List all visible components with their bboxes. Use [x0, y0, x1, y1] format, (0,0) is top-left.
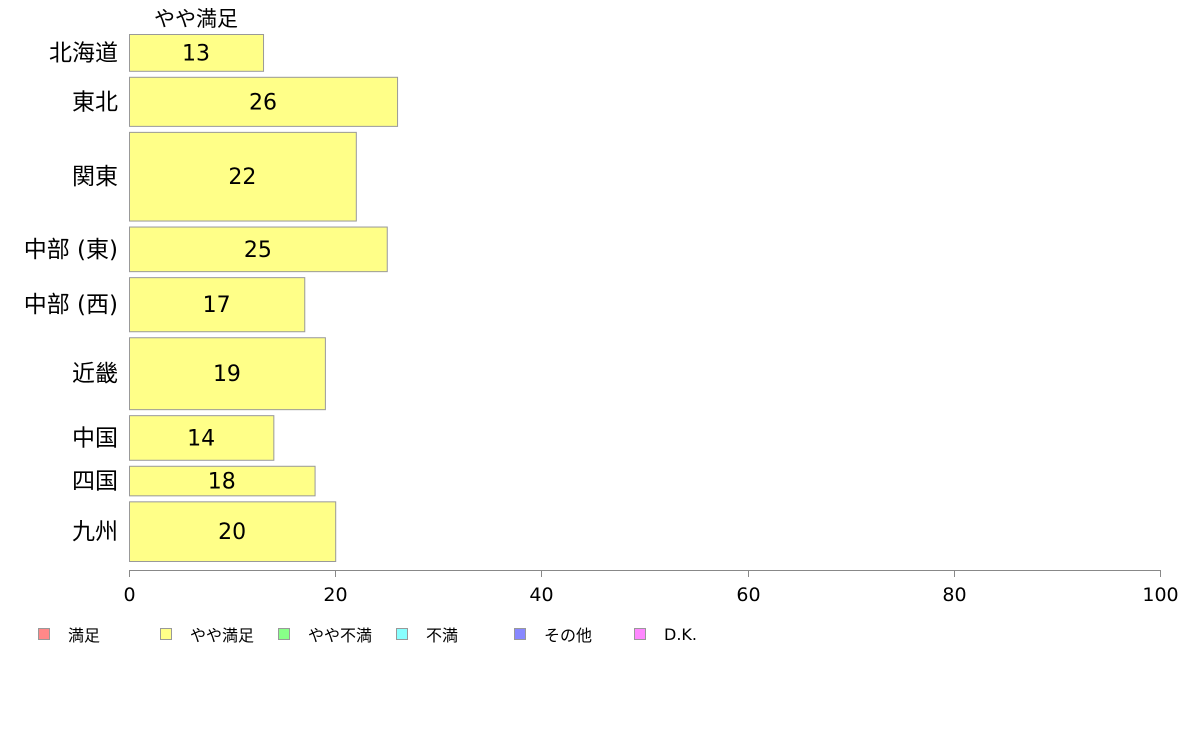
legend-item-manzoku: 満足 — [38, 624, 101, 645]
category-label: 中部 (東) — [24, 237, 118, 263]
legend-item-sonota: その他 — [514, 624, 593, 645]
legend-label: 満足 — [68, 626, 101, 645]
x-axis: 0 20 40 60 80 100 — [123, 570, 1179, 606]
x-tick-label: 40 — [529, 584, 553, 606]
bar-value-label: 17 — [203, 293, 231, 318]
legend-swatch — [160, 628, 172, 640]
legend-swatch — [634, 628, 646, 640]
x-tick-label: 0 — [123, 584, 135, 606]
legend-item-dk: D.K. — [634, 624, 697, 644]
bar-value-label: 13 — [182, 41, 210, 66]
category-label: 東北 — [72, 89, 118, 115]
bar — [129, 131, 357, 222]
legend-label: やや満足 — [190, 626, 255, 645]
bar — [129, 34, 265, 72]
x-tick-label: 20 — [323, 584, 347, 606]
legend-item-fuman: 不満 — [396, 624, 459, 645]
category-label: 中国 — [72, 425, 118, 451]
value-labels: 13 26 22 25 17 19 14 18 20 — [182, 41, 277, 545]
legend-label: 不満 — [426, 626, 459, 645]
bar-value-label: 22 — [228, 165, 256, 190]
bar — [129, 337, 326, 411]
legend-label: やや不満 — [308, 626, 373, 645]
legend-swatch — [396, 628, 408, 640]
legend-swatch — [278, 628, 290, 640]
category-label: 中部 (西) — [24, 292, 118, 318]
category-label: 近畿 — [72, 361, 118, 387]
bar-value-label: 14 — [187, 426, 215, 451]
bar — [129, 226, 388, 273]
x-tick-label: 100 — [1142, 584, 1178, 606]
legend-swatch — [38, 628, 50, 640]
bar-value-label: 25 — [244, 238, 272, 263]
bar — [129, 277, 306, 333]
x-tick-label: 60 — [736, 584, 760, 606]
legend-item-yaya-fuman: やや不満 — [278, 624, 373, 645]
legend-swatch — [514, 628, 526, 640]
bar — [129, 415, 275, 461]
bar-value-label: 18 — [208, 470, 236, 495]
bars-group — [129, 34, 399, 562]
category-label: 関東 — [72, 164, 118, 190]
category-label: 九州 — [72, 519, 118, 545]
bar-value-label: 26 — [249, 90, 277, 115]
legend-label: D.K. — [664, 624, 697, 644]
legend-label: その他 — [544, 626, 593, 645]
bar-value-label: 19 — [213, 362, 241, 387]
category-label: 四国 — [72, 469, 118, 495]
series-header: やや満足 — [154, 7, 238, 31]
x-tick-label: 80 — [942, 584, 966, 606]
bar — [129, 76, 399, 127]
bar — [129, 465, 316, 497]
legend-item-yaya-manzoku: やや満足 — [160, 624, 255, 645]
category-label: 北海道 — [49, 40, 118, 66]
bar — [129, 501, 337, 562]
bar-value-label: 20 — [218, 520, 246, 545]
